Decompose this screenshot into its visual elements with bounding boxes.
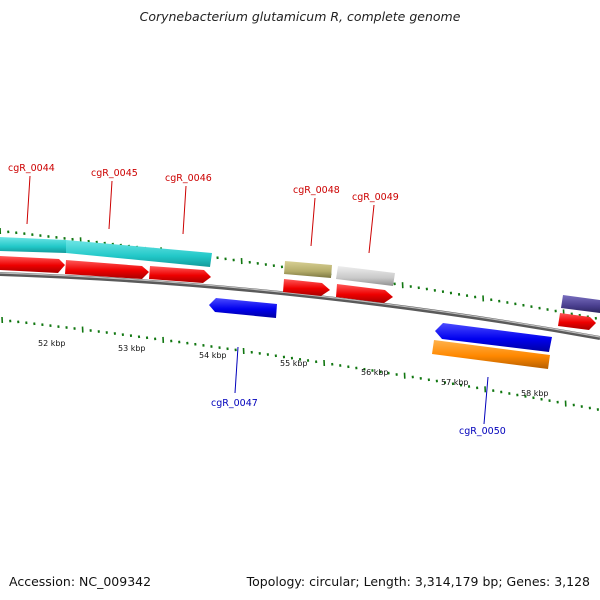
scale-label-58kbp: 58 kbp — [521, 389, 549, 398]
leader-cgR_0045 — [108, 180, 113, 230]
cds-forward-4 — [283, 279, 330, 296]
gene-label-cgR_0044: cgR_0044 — [8, 163, 55, 174]
map-title: Corynebacterium glutamicum R, complete g… — [139, 9, 461, 24]
cds-forward-1 — [0, 256, 65, 273]
cds-forward-5 — [336, 284, 393, 303]
scale-label-56kbp: 56 kbp — [361, 368, 389, 377]
gene-label-cgR_0049: cgR_0049 — [352, 192, 399, 203]
leader-cgR_0044 — [26, 175, 31, 225]
gene-label-cgR_0048: cgR_0048 — [293, 185, 340, 196]
leader-cgR_0048 — [310, 197, 316, 247]
scale-label-55kbp: 55 kbp — [280, 359, 308, 368]
cds-reverse-2 — [435, 323, 552, 352]
scale-label-52kbp: 52 kbp — [38, 339, 66, 348]
leader-cgR_0049 — [368, 204, 375, 254]
gene-label-cgR_0046: cgR_0046 — [165, 173, 212, 184]
feature-cyan-1 — [0, 237, 66, 253]
feature-grey — [336, 266, 395, 286]
feature-cyan-2 — [66, 240, 212, 267]
leader-cgR_0050 — [483, 376, 489, 425]
gene-label-cgR_0047: cgR_0047 — [211, 398, 258, 409]
cds-forward-2 — [65, 260, 149, 279]
gene-label-cgR_0050: cgR_0050 — [459, 426, 506, 437]
leader-cgR_0046 — [182, 185, 187, 235]
cds-forward-6 — [558, 313, 596, 330]
scale-label-54kbp: 54 kbp — [199, 351, 227, 360]
feature-orange — [432, 340, 550, 369]
leader-cgR_0047 — [234, 346, 239, 394]
feature-indigo — [561, 295, 600, 313]
genome-backbone — [0, 272, 600, 340]
genome-backbone-highlight — [0, 272, 600, 338]
scale-label-57kbp: 57 kbp — [441, 378, 469, 387]
inner-tick-ring — [1, 316, 599, 411]
topology-text: Topology: circular; Length: 3,314,179 bp… — [246, 574, 590, 589]
gene-label-cgR_0045: cgR_0045 — [91, 168, 138, 179]
cds-forward-3 — [149, 266, 211, 283]
cds-reverse-1 — [209, 298, 277, 318]
feature-olive — [284, 261, 332, 278]
accession-text: Accession: NC_009342 — [9, 574, 152, 589]
scale-label-53kbp: 53 kbp — [118, 344, 146, 353]
